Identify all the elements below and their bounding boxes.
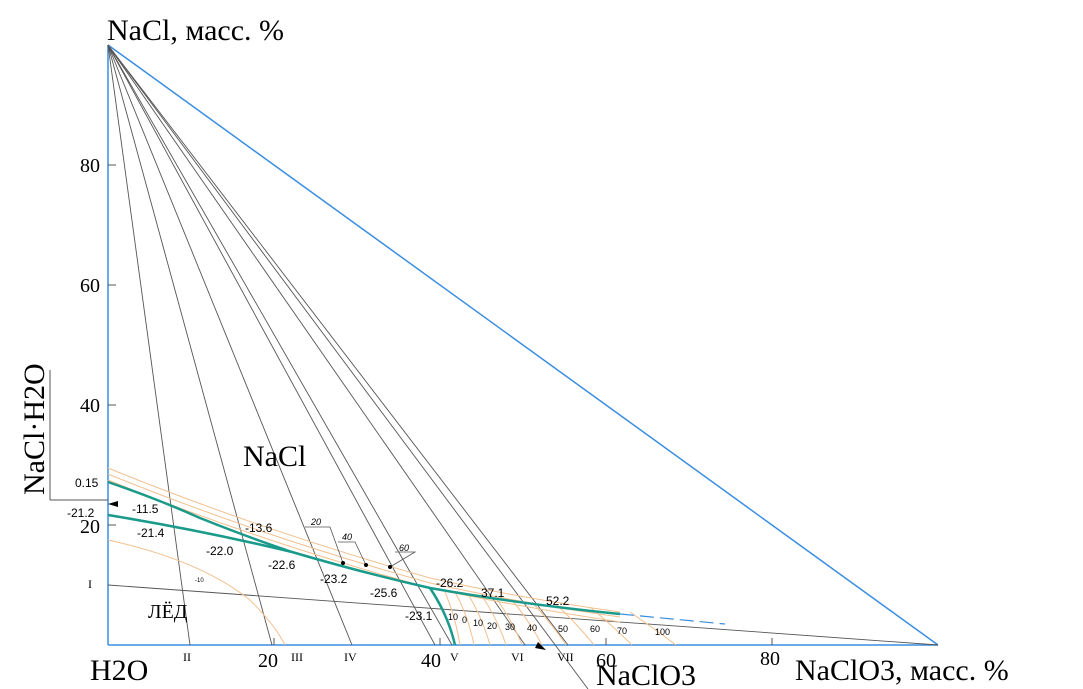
isotherm-curve [454,591,475,646]
left-side-label: NaCl·H2O [18,363,51,495]
top-axis-label: NaCl, масс. % [107,14,284,47]
ray-IV [107,44,353,646]
isotherm-curve [629,611,677,646]
isotherm-label-upper: 40 [342,532,352,542]
temp-label: -25.6 [370,586,398,600]
y-tick-label-20: 20 [80,516,100,538]
eutectic-lower-curve [107,513,431,590]
roman-label-III: III [291,650,303,664]
isotherm-label: 10 [473,618,483,628]
temp-label: -11.5 [132,502,159,516]
arrow-marker [535,642,546,650]
eutectic-dashed-extension [619,613,726,625]
isotherm-label-ice: -10 [195,578,204,584]
right-axis-label: NaClO3, масс. % [795,654,1009,687]
y-tick-label-80: 80 [80,155,100,177]
isotherm-curve [467,593,491,646]
ray-IV-b [107,44,436,646]
isotherm-curve [107,539,286,646]
eutectic-vertical-curve [428,587,457,646]
isotherm-curve [531,601,567,646]
roman-label-I: I [88,577,92,591]
roman-label-VI: VI [511,650,524,664]
temp-label: 37.1 [481,586,505,600]
isotherm-curve [107,473,621,618]
ray-VII [107,44,569,646]
arrow-marker [108,501,118,507]
temp-label: -13.6 [245,521,273,535]
upper-isotherm-leaders [305,526,417,568]
isotherm-label-upper: 60 [399,543,409,553]
isotherm-curve [444,591,461,646]
leader-40 [338,541,367,566]
temp-label: -22.0 [206,544,234,558]
eutectic-upper-curve [107,480,293,554]
temp-label: 52.2 [546,594,570,608]
isotherm-curve [495,597,523,646]
isotherm-dot [364,563,368,567]
isotherm-label: 60 [590,624,600,634]
x-tick-label-60: 60 [596,650,616,672]
eutectic-curves [107,480,621,646]
eutectic-main-curve [429,586,621,616]
y-tick-label-60: 60 [80,275,100,297]
y-tick-label-40: 40 [80,395,100,417]
isotherm-label: 30 [505,622,515,632]
isotherm-label: 70 [617,626,627,636]
ray-V [107,44,453,646]
ray-VI-b [107,44,589,689]
isotherm-dot [388,565,392,569]
point-015-label: 0.15 [75,476,99,490]
roman-label-V: V [450,650,459,664]
ray-II [107,44,191,646]
isotherm-label: 100 [655,627,670,637]
roman-label-VII: VII [557,650,574,664]
isotherm-label: 40 [527,623,537,633]
isotherm-curve [107,467,621,613]
isotherm-label: 10 [448,612,458,622]
isotherm-label: 20 [487,621,497,631]
isotherm-label: 50 [558,624,568,634]
bottom-mid-label: NaClO3 [596,659,696,689]
x-tick-label-20: 20 [258,650,278,672]
leader-20 [305,526,344,564]
ice-field-label: ЛЁД [148,600,188,623]
isotherms [107,467,677,646]
x-tick-label-40: 40 [421,650,441,672]
section-rays [107,44,589,689]
isotherm-dot [341,561,345,565]
temp-label: -22.6 [268,558,296,572]
temp-label: -21.2 [67,506,95,520]
bottom-left-label: H2O [90,654,148,687]
ray-III [107,44,273,646]
leader-60 [389,551,417,568]
roman-label-IV: IV [344,650,357,664]
nacl-field-label: NaCl [243,440,306,473]
ray-VI [107,44,526,646]
temp-label: -23.2 [320,572,348,586]
isotherm-label: 0 [462,615,467,625]
isotherm-curve [511,599,543,646]
temp-label: -26.2 [436,576,464,590]
x-tick-label-80: 80 [760,648,780,670]
temp-label: -21.4 [137,526,165,540]
isotherm-label-upper: 20 [310,517,321,527]
triangle-hypotenuse [107,44,939,646]
isotherm-curve [481,595,507,646]
roman-label-II: II [183,650,191,664]
temp-label: -23.1 [405,609,433,623]
